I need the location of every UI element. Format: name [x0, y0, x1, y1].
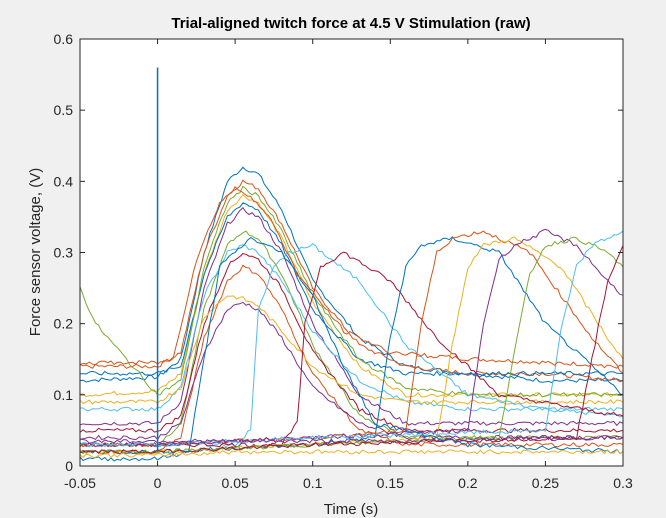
x-tick-label: -0.05 — [64, 475, 96, 491]
series-line — [79, 245, 624, 455]
x-tick-label: 0 — [154, 475, 162, 491]
series-line — [79, 236, 624, 462]
y-tick-label: 0.4 — [54, 173, 74, 189]
series-line — [79, 435, 624, 444]
series-line — [79, 185, 624, 369]
series-line — [79, 295, 624, 405]
y-tick-label: 0.1 — [54, 387, 74, 403]
y-tick-label: 0.3 — [54, 245, 74, 261]
x-tick-label: 0.05 — [222, 475, 249, 491]
y-tick-label: 0.6 — [54, 31, 74, 47]
x-tick-label: 0.15 — [377, 475, 404, 491]
series-line — [80, 244, 624, 412]
x-axis-label: Time (s) — [324, 501, 378, 518]
y-tick-label: 0.5 — [54, 102, 74, 118]
x-tick-label: 0.25 — [532, 475, 559, 491]
series-line — [79, 230, 624, 448]
series-line — [79, 166, 624, 384]
series-line — [79, 230, 624, 448]
series-line — [80, 202, 624, 377]
series-line — [79, 185, 624, 398]
series-line — [79, 448, 624, 459]
x-tick-label: 0.2 — [458, 475, 478, 491]
y-tick-label: 0.2 — [54, 316, 74, 332]
series-line — [79, 228, 624, 448]
x-tick-label: 0.1 — [303, 475, 323, 491]
x-tick-label: 0.3 — [613, 475, 633, 491]
y-tick-label: 0 — [65, 458, 73, 474]
y-axis-label: Force sensor voltage, (V) — [27, 168, 44, 336]
series-line — [79, 253, 624, 434]
chart-title: Trial-aligned twitch force at 4.5 V Stim… — [171, 15, 530, 32]
series-line — [79, 206, 624, 427]
tick-layer: -0.05 0 0.05 0.1 0.15 0.2 0.25 0.300.10.20.30.4… — [54, 31, 633, 491]
series-layer — [79, 67, 624, 462]
series-line — [79, 243, 624, 448]
series-line — [79, 301, 624, 441]
